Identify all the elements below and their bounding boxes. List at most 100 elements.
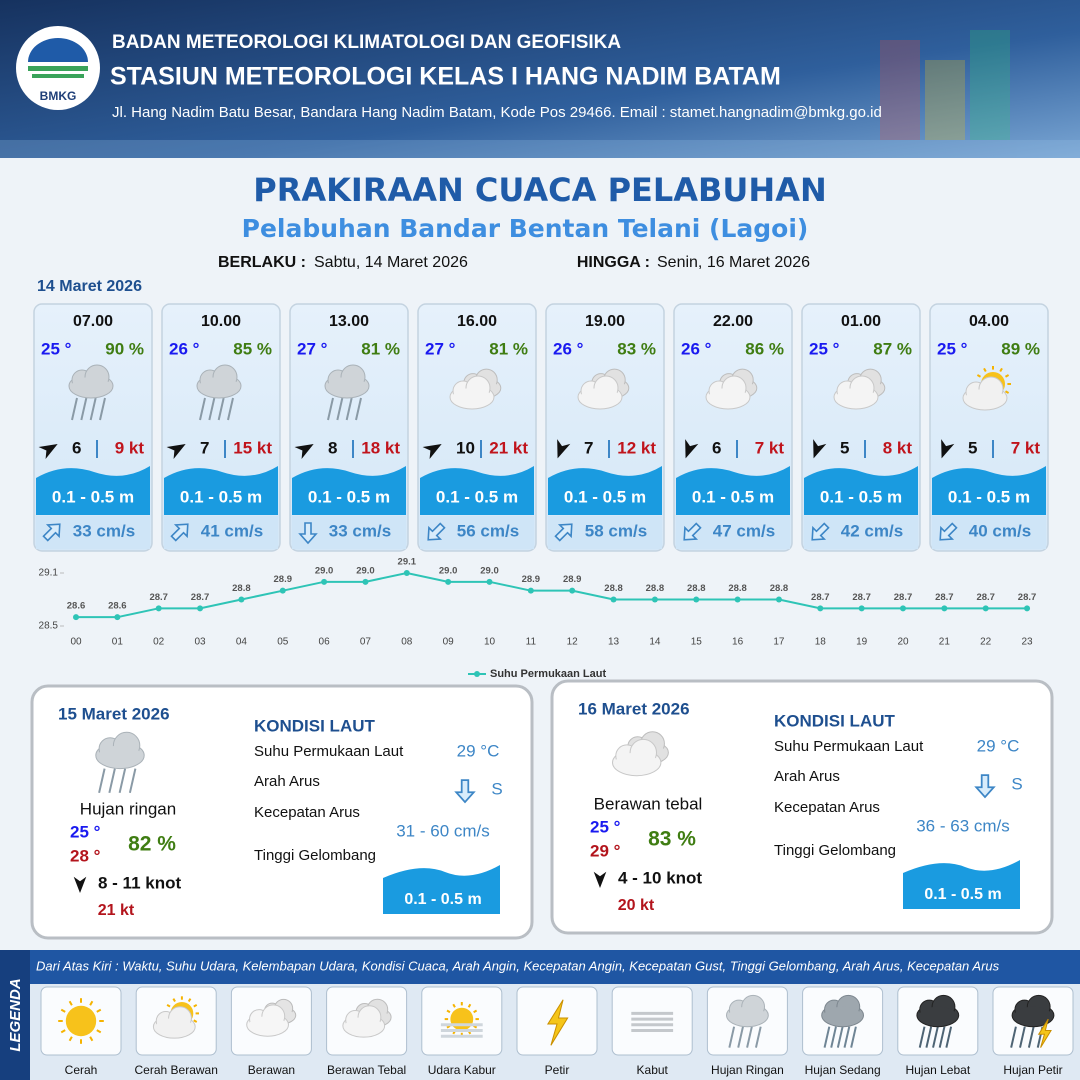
gust-speed: 9 kt bbox=[115, 438, 145, 457]
x-tick-label: 00 bbox=[70, 637, 82, 648]
cloud bbox=[68, 364, 114, 399]
legend-item: Berawan Tebal bbox=[327, 1063, 406, 1077]
cloud-part bbox=[580, 388, 620, 408]
sun-ray bbox=[60, 1029, 66, 1034]
x-tick-label: 13 bbox=[608, 637, 620, 648]
current-speed-range: 36 - 63 cm/s bbox=[916, 816, 1010, 835]
current-speed-range: 31 - 60 cm/s bbox=[396, 821, 490, 840]
container bbox=[880, 40, 920, 140]
x-tick-label: 10 bbox=[484, 637, 496, 648]
address: Jl. Hang Nadim Batu Besar, Bandara Hang … bbox=[112, 104, 882, 121]
forecast-time: 01.00 bbox=[841, 313, 881, 330]
wave-area bbox=[804, 466, 918, 515]
wind-speed: 6 bbox=[72, 438, 81, 457]
day-condition: Berawan tebal bbox=[594, 794, 703, 813]
forecast-time: 07.00 bbox=[73, 313, 113, 330]
legend-strip bbox=[0, 950, 30, 1080]
sst-point bbox=[900, 605, 906, 612]
rain-drop bbox=[1027, 1026, 1035, 1048]
current-speed: 41 cm/s bbox=[201, 521, 263, 540]
sun-ray bbox=[999, 367, 1003, 373]
floor bbox=[0, 140, 1080, 158]
sst-point bbox=[982, 605, 989, 612]
cloud bbox=[821, 994, 864, 1028]
data-label: 28.6 bbox=[67, 601, 86, 612]
rain-drop bbox=[217, 397, 225, 421]
cloud bbox=[324, 364, 370, 399]
current-dir-label: Arah Arus bbox=[774, 768, 840, 785]
rain-drop bbox=[89, 397, 97, 421]
cloud-part bbox=[1014, 1006, 1052, 1026]
sst-point bbox=[445, 578, 452, 585]
wave-height: 0.1 - 0.5 m bbox=[52, 487, 134, 506]
data-label: 28.7 bbox=[149, 592, 168, 603]
sst-point bbox=[817, 605, 824, 612]
x-tick-label: 18 bbox=[815, 637, 827, 648]
x-tick-label: 01 bbox=[112, 637, 124, 648]
data-label: 28.9 bbox=[522, 574, 541, 585]
legend-item: Cerah Berawan bbox=[135, 1063, 218, 1077]
gust-speed: 15 kt bbox=[233, 438, 272, 457]
wave-height: 0.1 - 0.5 m bbox=[436, 487, 518, 506]
legend-item: Hujan Sedang bbox=[805, 1063, 881, 1077]
wave-area bbox=[292, 466, 406, 515]
lightning bbox=[1037, 1018, 1052, 1048]
cloud bbox=[196, 364, 242, 399]
cloud bbox=[916, 994, 960, 1028]
sst-point bbox=[1024, 605, 1031, 612]
legend-icon-box bbox=[611, 986, 693, 1056]
rain-drop bbox=[108, 768, 116, 794]
current-speed-label: Kecepatan Arus bbox=[254, 804, 360, 821]
rain-drop bbox=[728, 1026, 736, 1048]
cloud-part bbox=[71, 377, 111, 397]
rain-drop bbox=[1019, 1026, 1026, 1048]
sun-ray bbox=[166, 1003, 171, 1008]
day-wave: 0.1 - 0.5 m bbox=[924, 886, 1001, 903]
sun-ray bbox=[187, 998, 192, 1003]
cloud bbox=[342, 1005, 386, 1038]
cloud-part bbox=[344, 1017, 383, 1037]
humidity: 85 % bbox=[233, 339, 272, 358]
air-temperature: 27 ° bbox=[425, 339, 456, 358]
current-speed: 33 cm/s bbox=[73, 521, 135, 540]
header-decoration bbox=[0, 30, 1080, 158]
legend-item: Petir bbox=[545, 1063, 570, 1077]
rain-drop bbox=[71, 397, 78, 421]
air-temperature: 26 ° bbox=[553, 339, 584, 358]
x-tick-label: 15 bbox=[691, 637, 703, 648]
sun-ray bbox=[68, 1036, 73, 1042]
data-label: 29.0 bbox=[439, 565, 458, 576]
wind-direction bbox=[813, 439, 827, 459]
current-direction bbox=[974, 774, 996, 799]
cloud-part bbox=[327, 377, 367, 397]
data-label: 29.0 bbox=[315, 565, 334, 576]
legend-item: Udara Kabur bbox=[428, 1063, 496, 1077]
legend-description: Dari Atas Kiri : Waktu, Suhu Udara, Kele… bbox=[36, 958, 1000, 973]
valid-from: Sabtu, 14 Maret 2026 bbox=[314, 254, 468, 271]
air-temperature: 26 ° bbox=[681, 339, 712, 358]
rain-drop bbox=[746, 1026, 753, 1048]
data-label: 28.7 bbox=[894, 592, 913, 603]
gust-speed: 21 kt bbox=[489, 438, 528, 457]
wave-label: Tinggi Gelombang bbox=[254, 847, 376, 864]
sea-heading: KONDISI LAUT bbox=[774, 711, 896, 730]
current-speed: 58 cm/s bbox=[585, 521, 647, 540]
rain-drop bbox=[336, 397, 344, 421]
wind-direction bbox=[941, 439, 955, 459]
temp-min: 25 ° bbox=[590, 817, 621, 836]
current-speed: 40 cm/s bbox=[969, 521, 1031, 540]
sst-point bbox=[610, 596, 617, 603]
sst-point bbox=[155, 605, 162, 612]
wind-direction bbox=[38, 444, 58, 460]
current-direction bbox=[170, 523, 189, 542]
wave-area bbox=[420, 466, 534, 515]
temp-max: 28 ° bbox=[70, 846, 101, 865]
data-label: 29.1 bbox=[398, 557, 417, 568]
legend-title: LEGENDA bbox=[7, 978, 24, 1051]
data-label: 28.6 bbox=[108, 601, 127, 612]
wind-speed: 7 bbox=[584, 438, 593, 457]
humidity: 86 % bbox=[745, 339, 784, 358]
valid-to: Senin, 16 Maret 2026 bbox=[657, 254, 810, 271]
rain-drop bbox=[128, 768, 137, 794]
subtitle: Pelabuhan Bandar Bentan Telani (Lagoi) bbox=[242, 214, 809, 243]
